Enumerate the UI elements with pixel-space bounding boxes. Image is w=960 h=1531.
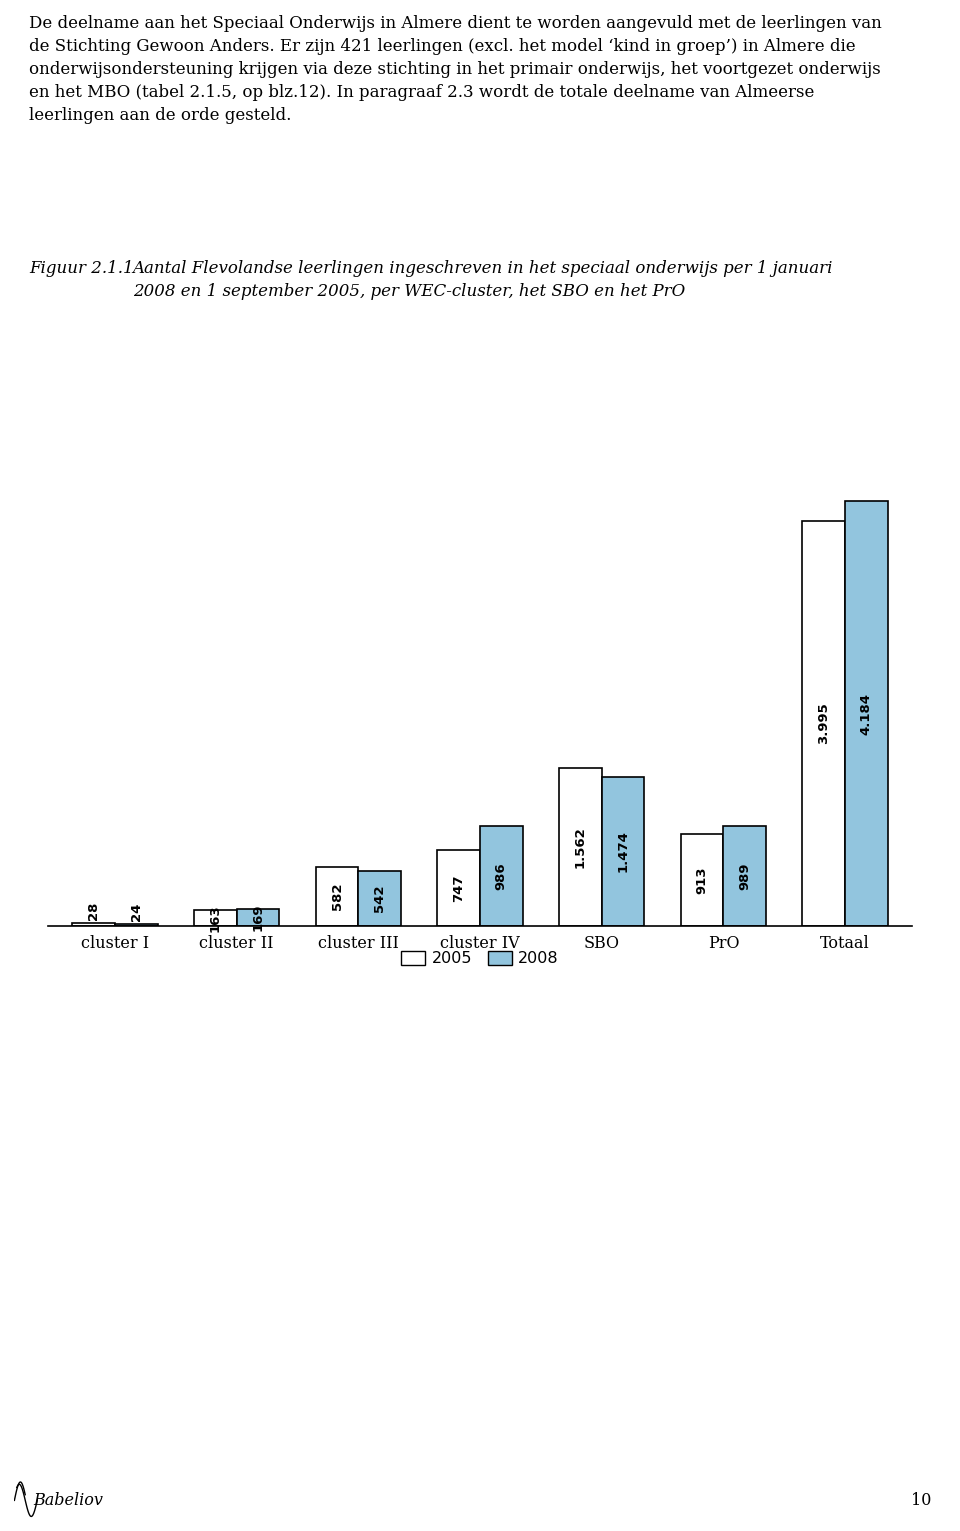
Bar <box>194 909 236 926</box>
Bar <box>236 909 279 926</box>
Bar <box>724 825 766 926</box>
Bar <box>845 501 888 926</box>
Bar <box>480 827 522 926</box>
Bar <box>438 850 480 926</box>
Bar <box>681 833 724 926</box>
Text: 163: 163 <box>209 905 222 932</box>
Text: 28: 28 <box>87 902 100 920</box>
Text: 10: 10 <box>911 1491 931 1510</box>
Bar <box>559 767 602 926</box>
Bar <box>316 867 358 926</box>
Text: 169: 169 <box>252 903 264 931</box>
Bar <box>602 776 644 926</box>
Text: 24: 24 <box>130 902 143 920</box>
Text: 4.184: 4.184 <box>860 694 873 735</box>
Text: Figuur 2.1.1: Figuur 2.1.1 <box>29 260 133 277</box>
Text: Babeliov: Babeliov <box>34 1491 104 1510</box>
Text: De deelname aan het Speciaal Onderwijs in Almere dient te worden aangevuld met d: De deelname aan het Speciaal Onderwijs i… <box>29 15 881 124</box>
Bar <box>115 923 157 926</box>
Text: 913: 913 <box>696 867 708 894</box>
Bar <box>358 871 401 926</box>
Text: 1.562: 1.562 <box>574 827 587 868</box>
Legend: 2005, 2008: 2005, 2008 <box>395 945 565 972</box>
Bar <box>72 923 115 926</box>
Text: 986: 986 <box>494 862 508 890</box>
Text: Aantal Flevolandse leerlingen ingeschreven in het speciaal onderwijs per 1 janua: Aantal Flevolandse leerlingen ingeschrev… <box>132 260 833 300</box>
Text: 3.995: 3.995 <box>817 703 830 744</box>
Text: 1.474: 1.474 <box>616 830 630 873</box>
Text: 989: 989 <box>738 862 751 890</box>
Bar <box>803 521 845 926</box>
Text: 542: 542 <box>373 885 386 912</box>
Text: 582: 582 <box>330 883 344 911</box>
Text: 747: 747 <box>452 874 466 902</box>
